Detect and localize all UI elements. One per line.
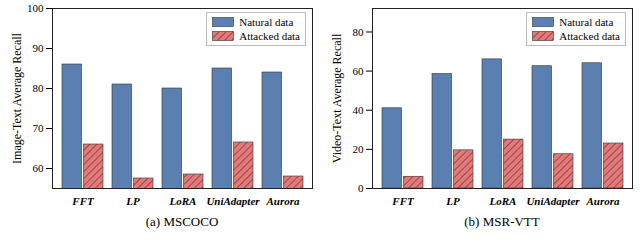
svg-text:70: 70 — [33, 122, 45, 134]
html-text:Natural data: Natural data — [239, 16, 294, 28]
html-text:(a) MSCOCO: (a) MSCOCO — [145, 214, 219, 229]
svg-text:FFT: FFT — [71, 195, 95, 207]
svg-text:Aurora: Aurora — [265, 195, 300, 207]
svg-text:80: 80 — [33, 82, 45, 94]
svg-text:60: 60 — [33, 162, 45, 174]
svg-text:FFT: FFT — [391, 195, 415, 207]
html-text:(b) MSR-VTT: (b) MSR-VTT — [464, 214, 540, 229]
svg-text:LoRA: LoRA — [169, 195, 197, 207]
svg-text:Image-Text Average Recall: Image-Text Average Recall — [10, 32, 24, 164]
svg-text:90: 90 — [33, 42, 45, 54]
svg-text:LP: LP — [125, 195, 140, 207]
svg-text:20: 20 — [353, 143, 365, 155]
svg-text:Video-Text Average Recall: Video-Text Average Recall — [330, 33, 344, 163]
html-text:Natural data: Natural data — [559, 16, 614, 28]
html-text:Attacked data: Attacked data — [559, 30, 620, 42]
svg-text:80: 80 — [353, 25, 365, 37]
svg-text:Aurora: Aurora — [585, 195, 620, 207]
svg-text:100: 100 — [27, 2, 44, 14]
svg-text:60: 60 — [353, 65, 365, 77]
html-text:Attacked data: Attacked data — [239, 30, 300, 42]
svg-text:40: 40 — [353, 104, 365, 116]
svg-text:LP: LP — [445, 195, 460, 207]
svg-text:UniAdapter: UniAdapter — [526, 195, 580, 207]
svg-text:0: 0 — [358, 182, 364, 194]
svg-text:UniAdapter: UniAdapter — [206, 195, 260, 207]
svg-text:LoRA: LoRA — [489, 195, 517, 207]
